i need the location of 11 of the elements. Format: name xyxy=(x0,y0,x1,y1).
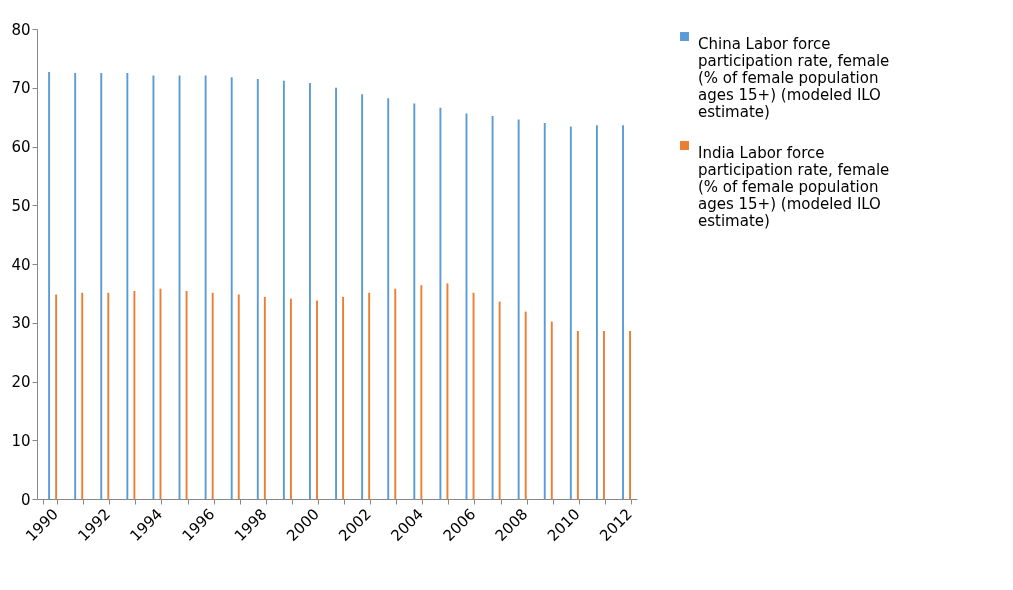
y-tick-label: 0 xyxy=(20,490,31,509)
y-tick-label: 30 xyxy=(11,314,31,333)
y-tick-label: 50 xyxy=(11,196,31,215)
y-tick-label: 10 xyxy=(11,431,31,450)
y-tick-label: 20 xyxy=(11,373,31,391)
y-tick-label: 40 xyxy=(11,255,31,274)
y-tick-label: 80 xyxy=(11,20,31,39)
legend-label: China Labor force participation rate, female (% of female population ages 15+) (modeled ILO estimate) xyxy=(698,34,890,121)
legend-label: India Labor force participation rate, female (% of female population ages 15+) (modeled ILO estimate) xyxy=(698,143,890,230)
y-tick-label: 60 xyxy=(11,138,31,156)
y-tick-label: 70 xyxy=(11,79,31,98)
